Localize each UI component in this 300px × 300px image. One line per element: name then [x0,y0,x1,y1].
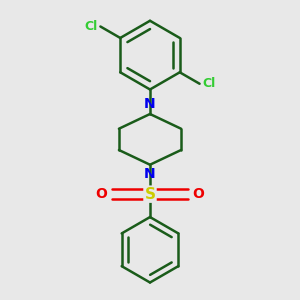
Text: Cl: Cl [84,20,97,33]
Text: N: N [144,98,156,111]
Text: N: N [144,167,156,181]
Text: O: O [96,187,107,201]
Text: O: O [193,187,204,201]
Text: S: S [145,187,155,202]
Text: Cl: Cl [203,77,216,90]
